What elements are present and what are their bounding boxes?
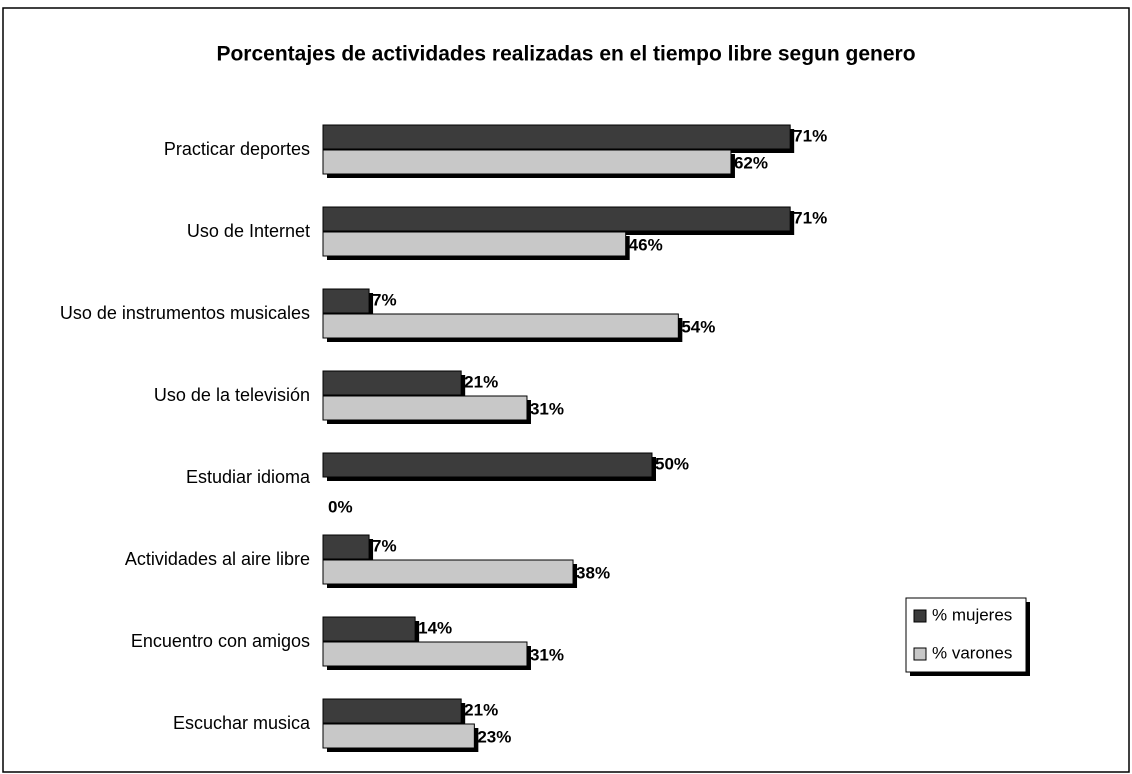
value-label: 31% [530,645,564,664]
value-label: 14% [418,618,452,637]
bar [322,452,653,478]
category-label: Actividades al aire libre [125,549,310,569]
legend-label: % varones [932,643,1012,662]
value-label: 50% [655,454,689,473]
value-label: 0% [328,497,353,516]
bar [322,206,791,232]
bar [322,616,416,642]
bar [322,698,462,724]
bar [322,370,462,396]
legend-swatch [913,647,927,661]
bar [322,231,627,257]
category-label: Practicar deportes [164,139,310,159]
bar [322,395,528,421]
value-label: 7% [372,536,397,555]
category-label: Escuchar musica [173,713,311,733]
value-label: 31% [530,399,564,418]
bar [322,149,732,175]
bar [322,641,528,667]
bar [322,723,475,749]
value-label: 21% [464,700,498,719]
value-label: 7% [372,290,397,309]
value-label: 23% [477,727,511,746]
value-label: 54% [681,317,715,336]
category-label: Encuentro con amigos [131,631,310,651]
bar [322,288,370,314]
value-label: 71% [793,126,827,145]
value-label: 21% [464,372,498,391]
value-label: 62% [734,153,768,172]
value-label: 38% [576,563,610,582]
bar [322,124,791,150]
bar [322,313,679,339]
bar [322,559,574,585]
category-label: Uso de instrumentos musicales [60,303,310,323]
value-label: 46% [629,235,663,254]
value-label: 71% [793,208,827,227]
category-label: Uso de la televisión [154,385,310,405]
category-label: Uso de Internet [187,221,310,241]
category-label: Estudiar idioma [186,467,311,487]
legend-swatch [913,609,927,623]
bar [322,534,370,560]
chart-title: Porcentajes de actividades realizadas en… [216,43,915,66]
legend-label: % mujeres [932,605,1012,624]
